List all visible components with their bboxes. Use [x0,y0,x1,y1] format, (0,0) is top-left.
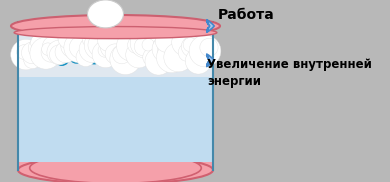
Circle shape [60,31,75,46]
Circle shape [98,43,112,57]
Ellipse shape [18,156,213,182]
Text: Увеличение внутренней
энергии: Увеличение внутренней энергии [207,58,372,88]
Circle shape [41,43,60,62]
Circle shape [126,42,152,68]
Circle shape [58,27,80,49]
Circle shape [55,41,76,63]
Circle shape [105,49,119,63]
Circle shape [152,36,178,62]
Circle shape [142,39,154,51]
Bar [19,77,212,162]
Circle shape [200,38,218,57]
Circle shape [28,37,50,59]
Circle shape [92,41,119,68]
FancyBboxPatch shape [18,22,213,170]
Circle shape [47,40,71,65]
Circle shape [164,43,193,72]
Ellipse shape [87,0,124,28]
Circle shape [50,45,69,64]
Circle shape [172,29,199,56]
Circle shape [22,50,36,64]
Circle shape [43,36,63,57]
Circle shape [95,48,109,62]
Circle shape [84,30,113,60]
Circle shape [47,47,61,61]
Circle shape [155,29,179,52]
Circle shape [80,39,98,57]
Ellipse shape [14,27,217,39]
Bar [18,22,213,77]
Circle shape [64,32,94,63]
Circle shape [130,28,160,58]
Circle shape [42,43,54,55]
Circle shape [178,43,197,62]
Circle shape [112,45,131,64]
Circle shape [157,42,174,59]
Ellipse shape [11,15,220,37]
Text: Работа: Работа [218,8,275,22]
Circle shape [61,35,84,58]
Circle shape [156,42,187,73]
Circle shape [11,39,41,70]
Circle shape [88,33,112,57]
Circle shape [17,45,31,60]
Circle shape [98,28,121,52]
Circle shape [105,44,125,64]
Circle shape [79,36,105,63]
Circle shape [189,35,221,67]
Bar [18,158,213,172]
Circle shape [82,31,99,48]
Circle shape [183,37,197,52]
Circle shape [32,47,46,61]
Circle shape [129,41,143,55]
Circle shape [181,36,202,57]
Ellipse shape [30,153,201,182]
Circle shape [55,51,69,65]
Circle shape [100,35,124,59]
Circle shape [64,46,78,60]
Circle shape [21,42,43,64]
Circle shape [185,48,211,74]
Circle shape [117,30,147,62]
Circle shape [128,36,145,53]
Circle shape [134,37,153,56]
Circle shape [23,51,42,69]
Circle shape [30,37,62,69]
Circle shape [110,43,141,75]
Circle shape [143,48,161,66]
Circle shape [108,44,130,67]
Circle shape [78,47,92,61]
Circle shape [195,37,211,52]
Circle shape [87,50,101,64]
Circle shape [39,50,53,64]
Circle shape [69,36,92,58]
Circle shape [76,47,95,67]
Circle shape [153,37,172,55]
Circle shape [69,49,83,63]
Circle shape [145,48,172,75]
Circle shape [31,34,48,51]
Circle shape [173,32,190,49]
